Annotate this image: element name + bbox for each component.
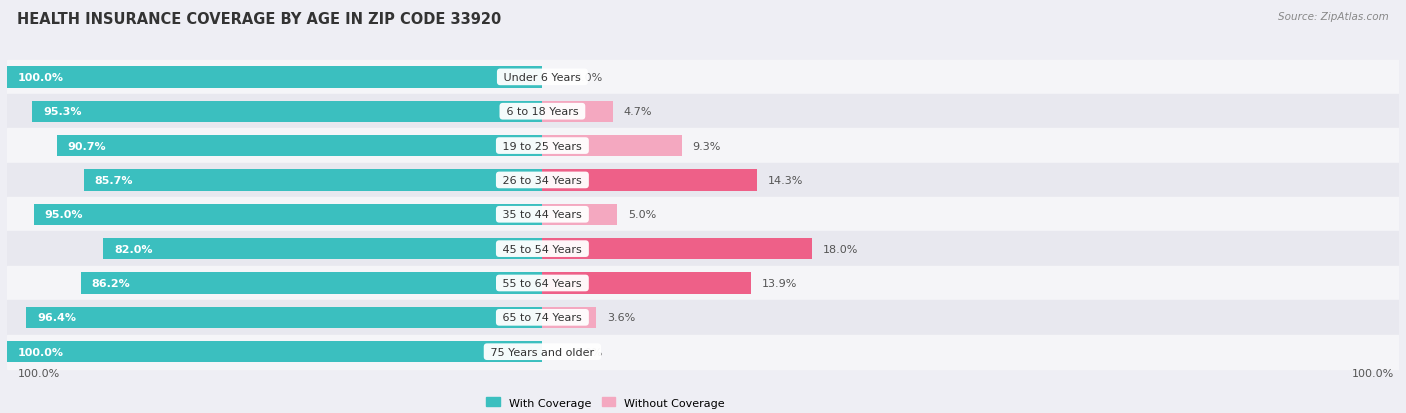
Bar [543, 307, 596, 328]
Text: 0.0%: 0.0% [575, 347, 603, 357]
Text: 6 to 18 Years: 6 to 18 Years [503, 107, 582, 117]
Text: 18.0%: 18.0% [823, 244, 858, 254]
Bar [7, 61, 1399, 95]
Bar [104, 238, 543, 260]
Text: 65 to 74 Years: 65 to 74 Years [499, 313, 585, 323]
Bar [7, 67, 543, 88]
Text: 3.6%: 3.6% [607, 313, 636, 323]
Text: 85.7%: 85.7% [94, 176, 132, 185]
Bar [83, 170, 543, 191]
Bar [7, 266, 1399, 300]
Text: 86.2%: 86.2% [91, 278, 131, 288]
Legend: With Coverage, Without Coverage: With Coverage, Without Coverage [482, 393, 730, 412]
Bar [543, 170, 756, 191]
Text: 100.0%: 100.0% [18, 347, 63, 357]
Text: 35 to 44 Years: 35 to 44 Years [499, 210, 585, 220]
Bar [7, 335, 1399, 369]
Bar [7, 341, 543, 363]
Bar [82, 273, 543, 294]
Bar [7, 232, 1399, 266]
Bar [34, 204, 543, 225]
Bar [32, 101, 543, 123]
Text: HEALTH INSURANCE COVERAGE BY AGE IN ZIP CODE 33920: HEALTH INSURANCE COVERAGE BY AGE IN ZIP … [17, 12, 501, 27]
Text: 14.3%: 14.3% [768, 176, 803, 185]
Bar [543, 101, 613, 123]
Bar [7, 300, 1399, 335]
Bar [543, 204, 617, 225]
Text: 82.0%: 82.0% [114, 244, 153, 254]
Text: 55 to 64 Years: 55 to 64 Years [499, 278, 585, 288]
Bar [7, 129, 1399, 164]
Text: Source: ZipAtlas.com: Source: ZipAtlas.com [1278, 12, 1389, 22]
Bar [56, 135, 543, 157]
Text: 95.3%: 95.3% [44, 107, 82, 117]
Text: 90.7%: 90.7% [67, 141, 105, 151]
Bar [543, 238, 813, 260]
Bar [7, 164, 1399, 198]
Text: 4.7%: 4.7% [623, 107, 652, 117]
Text: 96.4%: 96.4% [37, 313, 76, 323]
Text: 26 to 34 Years: 26 to 34 Years [499, 176, 585, 185]
Text: 13.9%: 13.9% [762, 278, 797, 288]
Bar [7, 95, 1399, 129]
Bar [543, 273, 751, 294]
Text: 100.0%: 100.0% [18, 368, 60, 378]
Text: 9.3%: 9.3% [693, 141, 721, 151]
Text: 100.0%: 100.0% [1351, 368, 1393, 378]
Bar [27, 307, 543, 328]
Text: 95.0%: 95.0% [45, 210, 83, 220]
Text: 0.0%: 0.0% [575, 73, 603, 83]
Text: Under 6 Years: Under 6 Years [501, 73, 585, 83]
Text: 75 Years and older: 75 Years and older [486, 347, 598, 357]
Text: 45 to 54 Years: 45 to 54 Years [499, 244, 585, 254]
Bar [7, 198, 1399, 232]
Text: 100.0%: 100.0% [18, 73, 63, 83]
Bar [543, 135, 682, 157]
Text: 5.0%: 5.0% [628, 210, 657, 220]
Text: 19 to 25 Years: 19 to 25 Years [499, 141, 585, 151]
